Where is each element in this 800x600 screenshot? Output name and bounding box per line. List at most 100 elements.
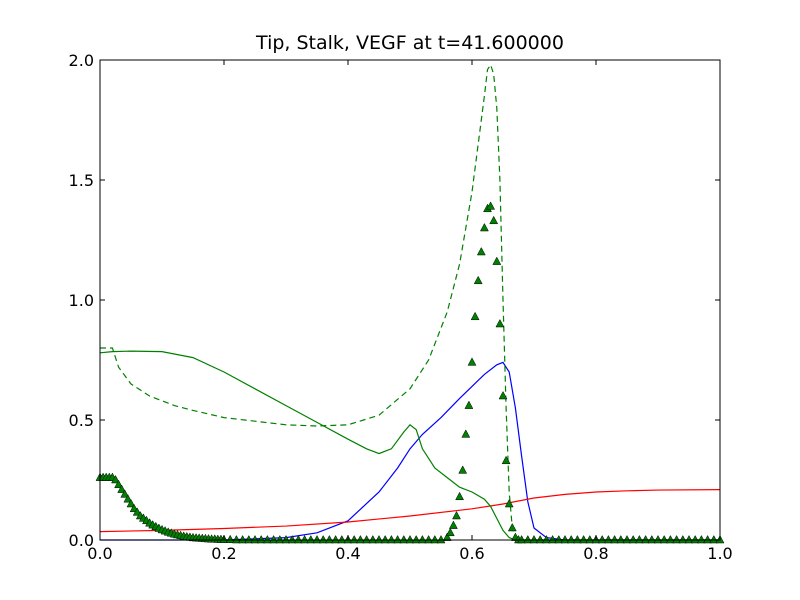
marker-point [523, 534, 533, 544]
marker-point [120, 489, 130, 498]
marker-point [470, 311, 480, 321]
marker-point [647, 534, 657, 544]
marker-point [678, 534, 688, 544]
series-green-triangles [95, 201, 725, 544]
marker-point [300, 534, 310, 544]
marker-point [374, 534, 384, 544]
marker-point [123, 494, 133, 503]
marker-point [507, 522, 517, 532]
marker-point [479, 222, 489, 232]
marker-point [331, 534, 341, 544]
marker-point [114, 479, 124, 489]
marker-point [424, 534, 434, 544]
marker-point [672, 534, 682, 544]
x-tick-label: 0.4 [335, 544, 360, 563]
marker-point [442, 532, 452, 541]
marker-point [495, 318, 505, 328]
x-tick-label: 0.0 [87, 544, 112, 563]
marker-point [498, 390, 508, 400]
x-tick-label: 0.8 [583, 544, 608, 563]
x-tick-label: 0.6 [459, 544, 484, 563]
chart-title: Tip, Stalk, VEGF at t=41.600000 [255, 32, 564, 54]
marker-point [709, 534, 719, 544]
marker-point [349, 534, 359, 544]
marker-point [684, 534, 694, 544]
marker-point [244, 534, 254, 544]
marker-point [269, 534, 279, 544]
marker-point [455, 491, 465, 501]
marker-point [659, 534, 669, 544]
marker-point [287, 534, 297, 544]
marker-point [337, 534, 347, 544]
marker-point [399, 534, 409, 544]
marker-point [572, 534, 582, 544]
marker-point [262, 534, 272, 544]
marker-point [111, 474, 120, 484]
marker-point [616, 534, 626, 544]
marker-point [448, 520, 458, 529]
marker-point [535, 534, 545, 544]
marker-point [628, 534, 638, 544]
marker-point [529, 534, 539, 544]
marker-point [225, 534, 235, 544]
series-line-red-solid [99, 489, 721, 533]
plot-area [100, 60, 720, 540]
marker-point [665, 534, 675, 544]
marker-point [548, 534, 558, 544]
marker-point [634, 534, 644, 544]
marker-point [653, 534, 663, 544]
marker-point [489, 215, 499, 225]
marker-point [690, 534, 700, 544]
marker-point [458, 465, 468, 474]
marker-point [126, 498, 136, 508]
y-tick-label: 0.5 [69, 411, 94, 430]
marker-point [324, 534, 334, 544]
marker-point [238, 534, 248, 544]
marker-point [501, 455, 511, 465]
y-tick-label: 0.0 [69, 531, 94, 550]
marker-point [355, 534, 365, 544]
marker-point [696, 534, 706, 544]
marker-point [436, 534, 446, 544]
marker-point [117, 484, 127, 493]
marker-point [461, 429, 471, 438]
marker-point [293, 534, 303, 544]
marker-point [579, 534, 589, 544]
y-tick-label: 2.0 [69, 51, 94, 70]
marker-point [473, 275, 483, 285]
marker-point [256, 534, 266, 544]
marker-point [445, 527, 455, 537]
marker-point [597, 534, 607, 544]
marker-point [312, 534, 322, 544]
marker-point [476, 246, 486, 256]
series-layer [95, 63, 725, 544]
marker-point [541, 534, 551, 544]
y-tick-label: 1.5 [69, 171, 94, 190]
marker-point [368, 534, 378, 544]
marker-point [641, 534, 651, 544]
y-tick-label: 1.0 [69, 291, 94, 310]
marker-point [393, 534, 403, 544]
marker-point [306, 534, 316, 544]
marker-point [411, 534, 421, 544]
marker-point [231, 534, 241, 544]
series-line-green-solid [99, 350, 720, 541]
marker-point [517, 534, 527, 544]
marker-point [430, 534, 440, 544]
marker-point [464, 400, 474, 409]
marker-point [318, 534, 328, 544]
marker-point [362, 534, 372, 544]
x-tick-label: 1.0 [707, 544, 732, 563]
x-tick-label: 0.2 [211, 544, 236, 563]
marker-point [250, 534, 260, 544]
marker-point [386, 534, 396, 544]
marker-point [275, 534, 285, 544]
marker-point [452, 510, 461, 520]
marker-point [281, 534, 291, 544]
series-line-green-dashed [100, 63, 720, 541]
series-line-blue-solid [100, 361, 720, 541]
marker-point [504, 498, 514, 508]
marker-point [467, 357, 477, 366]
marker-point [703, 534, 713, 544]
